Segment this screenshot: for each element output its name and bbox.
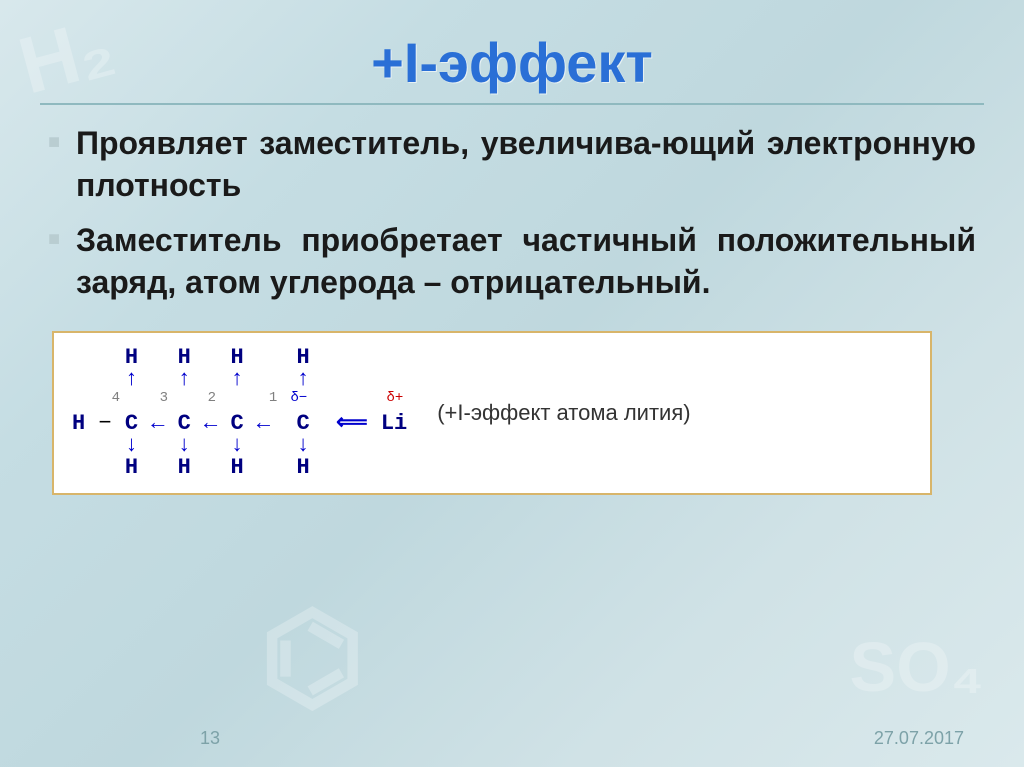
diagram-caption: (+I-эффект атома лития) <box>437 400 690 426</box>
bullet-list: Проявляет заместитель, увеличива-ющий эл… <box>40 123 984 303</box>
bullet-item: Проявляет заместитель, увеличива-ющий эл… <box>48 123 976 206</box>
carbon-chain: H H H H ↑ ↑ ↑ ↑ 4 3 2 1 δ− δ+H − C ← C ←… <box>72 347 407 479</box>
carbon-number: 1 <box>269 390 277 406</box>
title-underline <box>40 103 984 105</box>
hydrogen-atom: H <box>296 455 309 480</box>
slide-date: 27.07.2017 <box>874 728 964 749</box>
slide-footer: 13 27.07.2017 <box>0 728 1024 749</box>
delta-positive: δ+ <box>387 390 404 406</box>
molecule-diagram: H H H H ↑ ↑ ↑ ↑ 4 3 2 1 δ− δ+H − C ← C ←… <box>52 331 932 495</box>
hydrogen-atom: H <box>230 455 243 480</box>
bullet-item: Заместитель приобретает частичный положи… <box>48 220 976 303</box>
hydrogen-atom: H <box>178 455 191 480</box>
delta-negative: δ− <box>290 390 307 406</box>
hydrogen-atom: H <box>125 455 138 480</box>
carbon-number: 4 <box>112 390 120 406</box>
carbon-number: 2 <box>208 390 216 406</box>
arrow-left-long-icon: ⟸ <box>336 411 368 436</box>
slide-container: +I-эффект Проявляет заместитель, увеличи… <box>0 0 1024 767</box>
page-number: 13 <box>200 728 220 749</box>
carbon-number: 3 <box>160 390 168 406</box>
slide-title: +I-эффект <box>40 30 984 95</box>
lithium-atom: Li <box>381 411 407 436</box>
